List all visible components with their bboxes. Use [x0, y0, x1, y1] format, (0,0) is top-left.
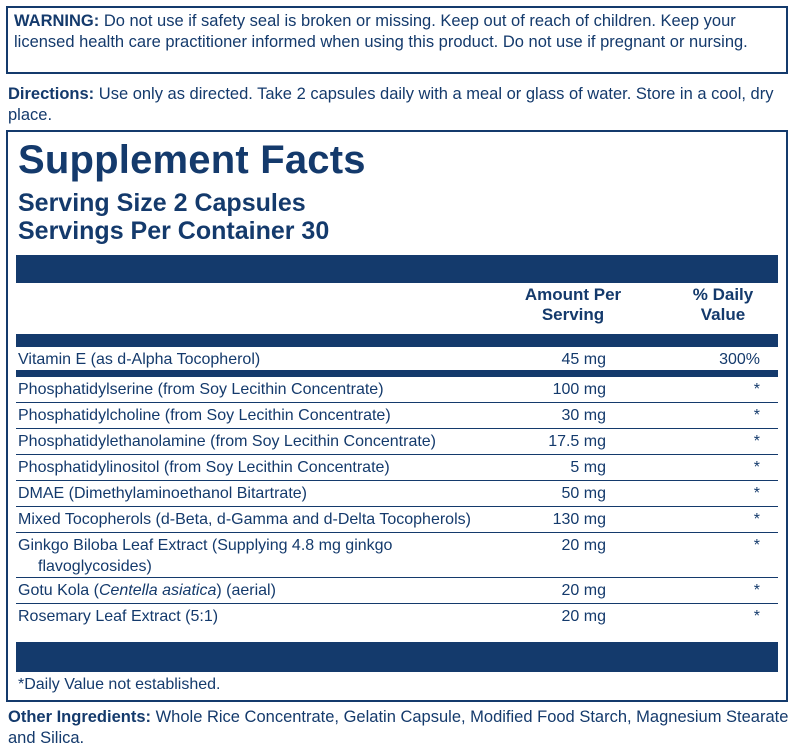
ingredient-name: Rosemary Leaf Extract (5:1): [18, 608, 219, 625]
other-ingredients-text: Whole Rice Concentrate, Gelatin Capsule,…: [8, 708, 789, 747]
table-row: DMAE (Dimethylaminoethanol Bitartrate) 5…: [16, 481, 778, 507]
ingredient-amount: 20 mg: [561, 537, 606, 554]
table-row: Phosphatidylinositol (from Soy Lecithin …: [16, 455, 778, 481]
ingredient-daily-value: *: [753, 407, 760, 424]
ingredient-name: Phosphatidylserine (from Soy Lecithin Co…: [18, 381, 384, 398]
warning-label: WARNING:: [14, 12, 100, 30]
ingredient-amount: 130 mg: [552, 511, 606, 528]
ingredient-amount: 50 mg: [561, 485, 606, 502]
directions: Directions: Use only as directed. Take 2…: [8, 84, 790, 126]
ingredient-name: Mixed Tocopherols (d-Beta, d-Gamma and d…: [18, 511, 471, 528]
ingredient-name: Phosphatidylethanolamine (from Soy Lecit…: [18, 433, 437, 450]
amount-header-line2: Serving: [541, 305, 605, 324]
footer-bar: [16, 642, 778, 672]
ingredient-daily-value: *: [753, 433, 760, 450]
ingredient-name-suffix: ) (aerial): [216, 582, 276, 599]
ingredient-amount: 45 mg: [561, 351, 606, 368]
ingredient-amount: 5 mg: [570, 459, 606, 476]
daily-value-footnote: *Daily Value not established.: [18, 676, 221, 693]
ingredient-name-block: Ginkgo Biloba Leaf Extract (Supplying 4.…: [18, 535, 508, 577]
table-row: Gotu Kola (Centella asiatica) (aerial) 2…: [16, 578, 778, 604]
table-row: Phosphatidylserine (from Soy Lecithin Co…: [16, 377, 778, 403]
supplement-facts-panel: Supplement Facts Serving Size 2 Capsules…: [6, 130, 788, 702]
ingredient-latin-name: Centella asiatica: [98, 582, 217, 599]
warning-box: WARNING: Do not use if safety seal is br…: [6, 6, 788, 74]
servings-per-container: Servings Per Container 30: [18, 217, 330, 245]
other-ingredients-label: Other Ingredients:: [8, 708, 152, 726]
ingredient-daily-value: *: [753, 608, 760, 625]
ingredient-daily-value: *: [753, 485, 760, 502]
dv-header-line1: % Daily: [692, 285, 754, 304]
table-row: Vitamin E (as d-Alpha Tocopherol) 45 mg …: [16, 347, 778, 377]
table-row: Ginkgo Biloba Leaf Extract (Supplying 4.…: [16, 533, 778, 578]
warning-text: Do not use if safety seal is broken or m…: [14, 12, 748, 51]
columns-divider-bar: [16, 334, 778, 347]
ingredient-amount: 20 mg: [561, 582, 606, 599]
amount-per-serving-header: Amount Per Serving: [514, 285, 632, 325]
ingredient-table: Vitamin E (as d-Alpha Tocopherol) 45 mg …: [16, 347, 778, 630]
ingredient-daily-value: *: [753, 459, 760, 476]
table-row: Rosemary Leaf Extract (5:1) 20 mg *: [16, 604, 778, 630]
ingredient-name: DMAE (Dimethylaminoethanol Bitartrate): [18, 485, 307, 502]
table-row: Phosphatidylcholine (from Soy Lecithin C…: [16, 403, 778, 429]
ingredient-daily-value: *: [753, 381, 760, 398]
dv-header-line2: Value: [700, 305, 746, 324]
ingredient-name: Phosphatidylcholine (from Soy Lecithin C…: [18, 407, 391, 424]
supplement-facts-title: Supplement Facts: [18, 138, 366, 182]
ingredient-daily-value: *: [753, 537, 760, 554]
ingredient-amount: 100 mg: [552, 381, 606, 398]
ingredient-daily-value: *: [753, 511, 760, 528]
ingredient-name-continued: flavoglycosides): [38, 558, 152, 575]
ingredient-name: Phosphatidylinositol (from Soy Lecithin …: [18, 459, 390, 476]
ingredient-name: Gotu Kola (: [18, 582, 99, 599]
other-ingredients: Other Ingredients: Whole Rice Concentrat…: [8, 707, 798, 749]
table-row: Phosphatidylethanolamine (from Soy Lecit…: [16, 429, 778, 455]
serving-size: Serving Size 2 Capsules: [18, 189, 306, 217]
table-row: Mixed Tocopherols (d-Beta, d-Gamma and d…: [16, 507, 778, 533]
header-bar: [16, 255, 778, 283]
directions-label: Directions:: [8, 85, 95, 103]
ingredient-daily-value: 300%: [719, 351, 760, 368]
ingredient-daily-value: *: [753, 582, 760, 599]
ingredient-name-block: Gotu Kola (Centella asiatica) (aerial): [18, 580, 508, 602]
ingredient-name: Ginkgo Biloba Leaf Extract (Supplying 4.…: [18, 537, 393, 554]
ingredient-amount: 17.5 mg: [548, 433, 606, 450]
amount-header-line1: Amount Per: [524, 285, 622, 304]
directions-text: Use only as directed. Take 2 capsules da…: [8, 85, 774, 124]
daily-value-header: % Daily Value: [668, 285, 778, 325]
ingredient-amount: 20 mg: [561, 608, 606, 625]
ingredient-name: Vitamin E (as d-Alpha Tocopherol): [18, 351, 261, 368]
ingredient-amount: 30 mg: [561, 407, 606, 424]
